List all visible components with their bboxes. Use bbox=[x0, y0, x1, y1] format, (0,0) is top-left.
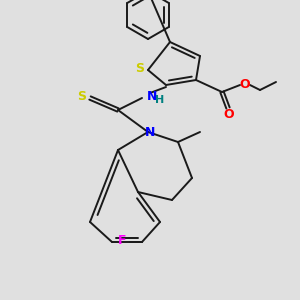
Text: F: F bbox=[118, 235, 126, 248]
Text: N: N bbox=[147, 91, 157, 103]
Text: O: O bbox=[240, 79, 250, 92]
Text: O: O bbox=[224, 107, 234, 121]
Text: S: S bbox=[136, 62, 145, 76]
Text: H: H bbox=[155, 95, 165, 105]
Text: N: N bbox=[145, 125, 155, 139]
Text: S: S bbox=[77, 91, 86, 103]
